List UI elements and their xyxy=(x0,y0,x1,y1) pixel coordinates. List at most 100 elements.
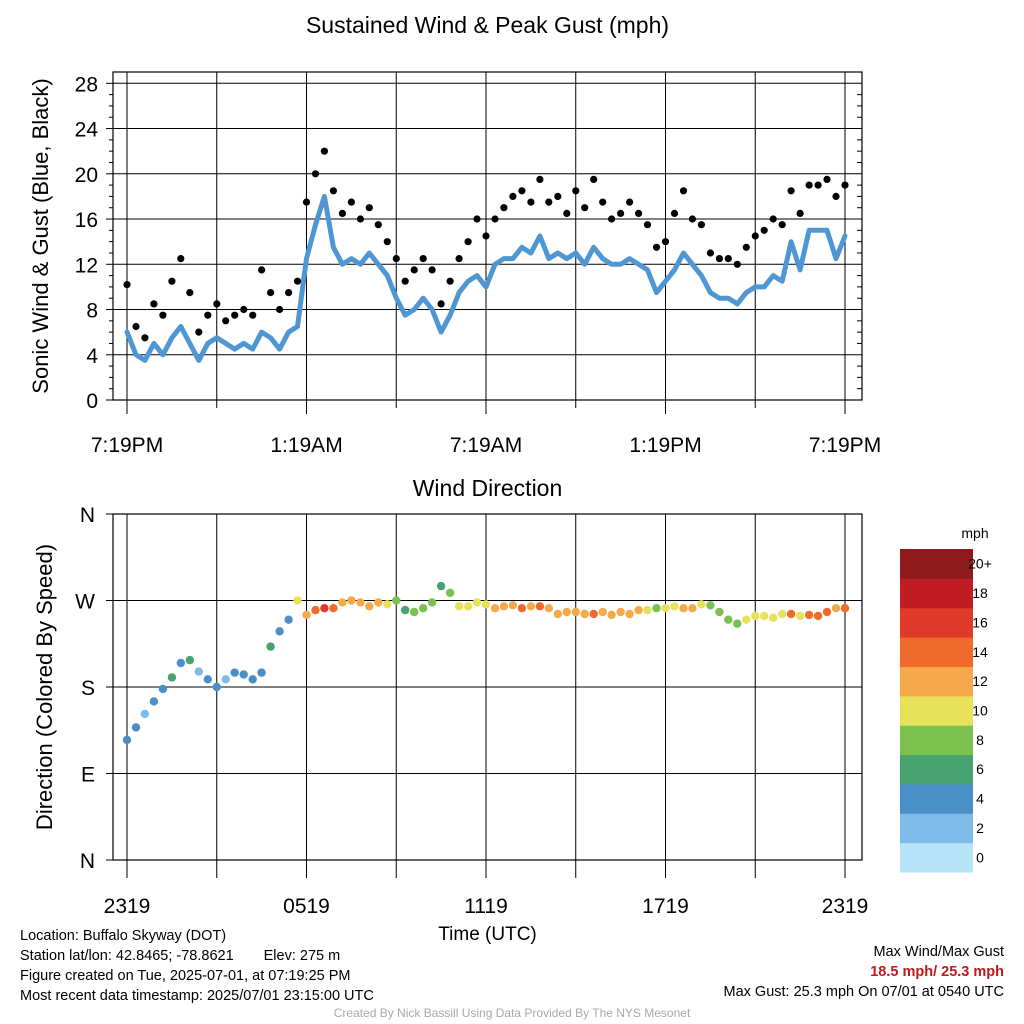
gust-point xyxy=(679,187,688,195)
gust-point xyxy=(626,198,634,206)
sustained-wind-line xyxy=(124,193,848,363)
direction-point xyxy=(140,709,150,719)
gust-point xyxy=(419,255,427,263)
panel2-xlabel: Time (UTC) xyxy=(438,924,537,945)
direction-point xyxy=(338,598,347,607)
panel1-title: Sustained Wind & Peak Gust (mph) xyxy=(306,12,669,38)
gust-point xyxy=(563,209,571,217)
direction-point xyxy=(778,609,787,619)
direction-point xyxy=(463,602,473,611)
gust-point xyxy=(356,215,364,223)
colorbar-swatch xyxy=(900,813,973,844)
panel2-ytick-label: E xyxy=(81,764,95,787)
gust-point xyxy=(195,328,203,336)
direction-point xyxy=(813,611,823,621)
direction-point xyxy=(670,602,679,611)
panel1-ytick-label: 24 xyxy=(75,119,99,142)
gust-point xyxy=(258,266,266,274)
gust-point xyxy=(267,289,275,297)
panel2-frame xyxy=(112,513,863,861)
direction-point xyxy=(526,602,536,611)
gust-point xyxy=(365,204,373,212)
colorbar-swatch xyxy=(900,842,973,873)
direction-point xyxy=(634,605,643,615)
panel2-xtick-label: 2319 xyxy=(822,895,869,918)
gust-point xyxy=(787,187,795,195)
max-label: Max Wind/Max Gust xyxy=(873,944,1004,960)
panel1-ytick-label: 16 xyxy=(75,209,98,232)
gust-point xyxy=(581,204,589,212)
panel2-xtick-label: 0519 xyxy=(283,895,330,918)
gust-point xyxy=(276,305,284,314)
gust-point xyxy=(410,266,418,274)
gust-point xyxy=(123,281,131,289)
panel1-xtick-label: 7:19PM xyxy=(809,434,881,457)
panel1-ytick-label: 20 xyxy=(75,164,98,187)
colorbar-swatch xyxy=(900,578,973,609)
direction-point xyxy=(436,581,446,591)
direction-point xyxy=(374,598,383,607)
direction-point xyxy=(795,611,805,621)
panel2-ytick-label: N xyxy=(80,504,95,527)
gust-point xyxy=(500,204,508,212)
gust-point xyxy=(285,289,293,297)
gust-point xyxy=(455,255,463,263)
gust-point xyxy=(302,198,311,206)
direction-point xyxy=(239,670,248,679)
direction-point xyxy=(553,609,562,619)
direction-point xyxy=(769,613,778,622)
direction-point xyxy=(122,735,132,745)
gust-point xyxy=(617,209,625,217)
direction-point xyxy=(427,598,437,607)
direction-point xyxy=(392,596,401,605)
gust-point xyxy=(697,221,706,229)
panel1-xtick-label: 1:19PM xyxy=(629,434,701,457)
colorbar-label: 2 xyxy=(976,820,984,836)
gust-point xyxy=(688,215,697,223)
gust-point xyxy=(150,300,158,308)
colorbar-swatch xyxy=(900,637,973,667)
direction-point xyxy=(625,609,634,619)
panel2-ytick-label: N xyxy=(80,850,95,873)
colorbar-swatch xyxy=(900,754,973,785)
colorbar-swatch xyxy=(900,549,973,579)
max-info: Max Wind/Max Gust 18.5 mph/ 25.3 mph Max… xyxy=(724,942,1004,1002)
colorbar-swatch xyxy=(900,725,973,756)
gust-point xyxy=(599,198,607,206)
gust-point xyxy=(222,317,230,325)
direction-point xyxy=(194,667,203,676)
gust-point xyxy=(446,277,454,285)
gust-point xyxy=(231,311,239,319)
direction-point xyxy=(293,596,302,605)
direction-point xyxy=(383,600,392,609)
panel2-title: Wind Direction xyxy=(413,475,563,501)
panel2-ylabel: Direction (Colored By Speed) xyxy=(32,544,57,830)
gust-point xyxy=(213,300,221,308)
gust-point xyxy=(536,175,544,183)
panel1-ylabel: Sonic Wind & Gust (Blue, Black) xyxy=(28,78,53,393)
direction-point xyxy=(760,611,769,621)
panel2-xtick-label: 1119 xyxy=(464,895,508,918)
direction-point xyxy=(490,604,500,613)
direction-point xyxy=(257,668,266,677)
gust-point xyxy=(293,277,302,285)
gust-point xyxy=(652,243,661,251)
direction-point xyxy=(643,605,652,615)
direction-point xyxy=(562,607,571,617)
direction-point xyxy=(248,675,257,684)
gust-point xyxy=(464,238,472,246)
panel2-ytick-label: S xyxy=(81,677,95,700)
max-gust-text: Max Gust: 25.3 mph On 07/01 at 0540 UTC xyxy=(723,984,1004,1000)
gust-point xyxy=(715,255,724,263)
gust-point xyxy=(509,192,517,200)
direction-point xyxy=(158,684,168,694)
gust-point xyxy=(545,198,553,206)
direction-point xyxy=(481,600,491,609)
direction-point xyxy=(589,609,598,619)
location-text: Location: Buffalo Skyway (DOT) xyxy=(20,928,227,944)
gust-point xyxy=(572,187,580,195)
gust-point xyxy=(186,289,194,297)
panel1-ytick-label: 0 xyxy=(86,390,98,413)
direction-point xyxy=(831,604,841,613)
